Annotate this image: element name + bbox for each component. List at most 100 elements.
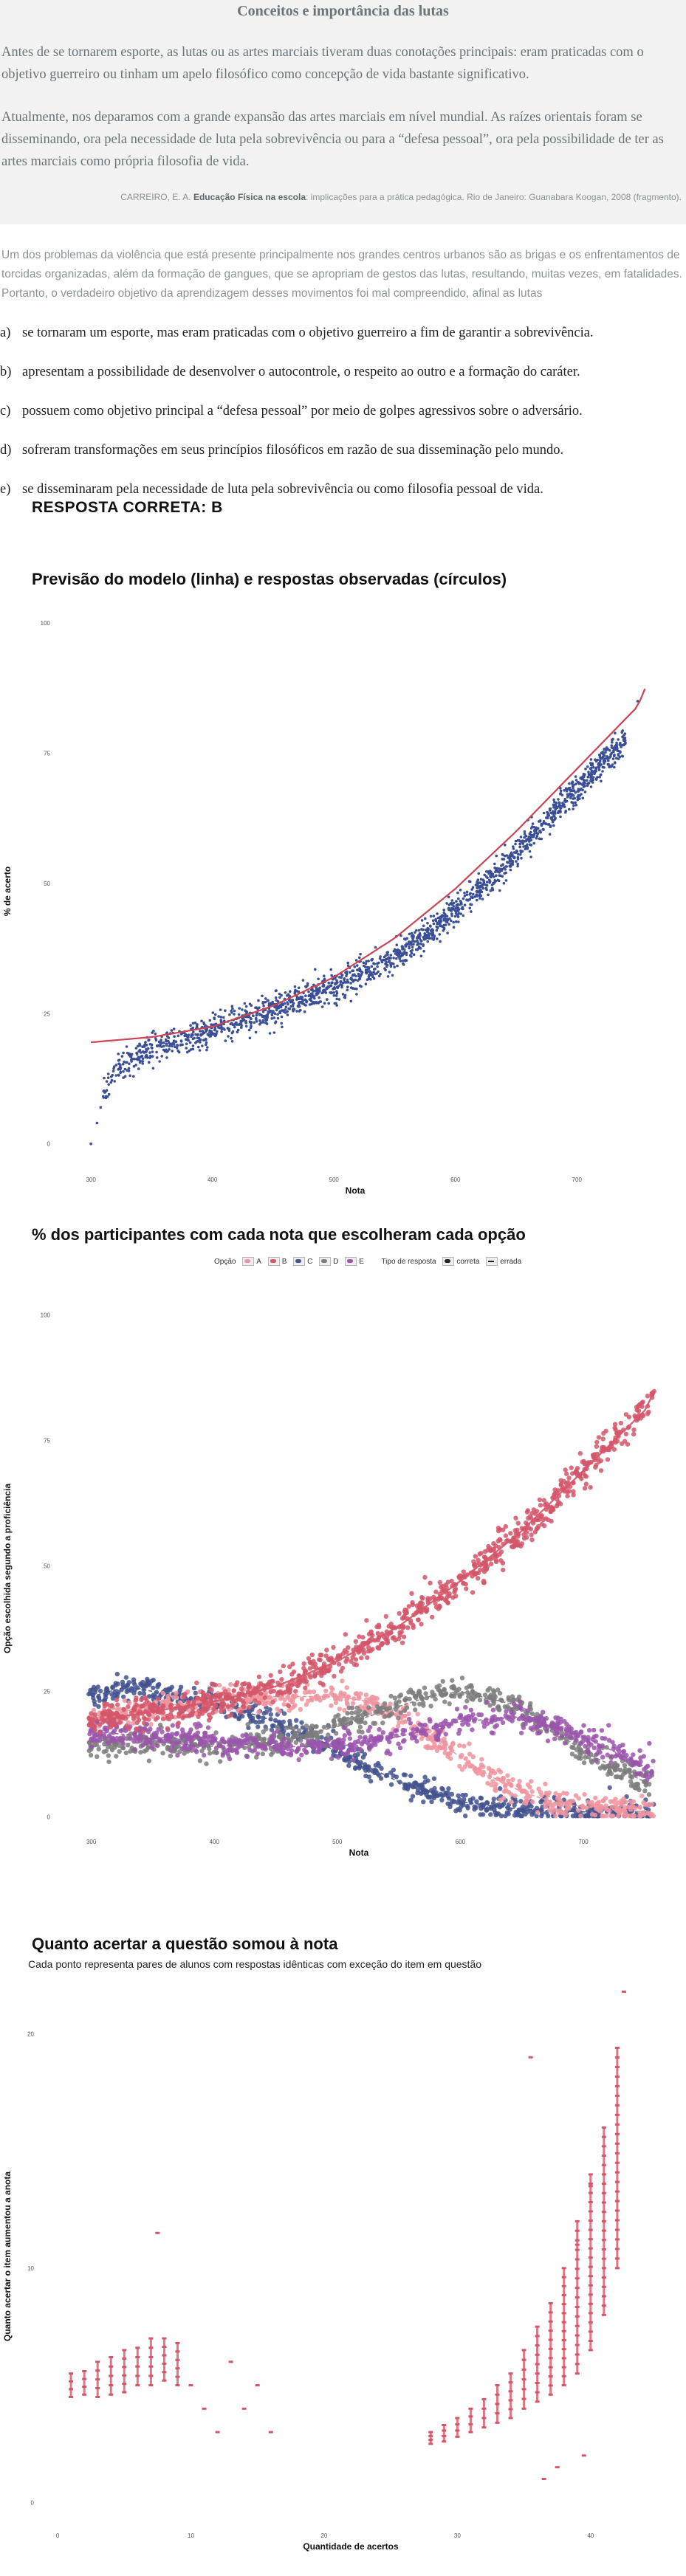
observed-point <box>479 897 481 900</box>
option-a-point <box>470 1754 476 1760</box>
option-c-point <box>357 1766 362 1771</box>
observed-point <box>325 998 329 1001</box>
option-d-point <box>307 1725 312 1731</box>
option-e-point <box>463 1716 469 1721</box>
chart1-xtick-label: 700 <box>572 1177 583 1183</box>
observed-point <box>417 947 420 950</box>
observed-point <box>281 1009 285 1012</box>
observed-point <box>501 853 504 856</box>
option-e-point <box>621 1749 627 1754</box>
option-e-point <box>597 1749 603 1755</box>
option-d-point <box>363 1720 368 1726</box>
observed-point <box>172 1027 176 1030</box>
option-a[interactable]: a) se tornaram um esporte, mas eram prati… <box>0 326 683 341</box>
observed-point <box>410 955 413 958</box>
observed-point <box>512 847 515 850</box>
observed-point <box>459 912 462 915</box>
option-a-point <box>613 1802 618 1808</box>
observed-point <box>446 931 449 934</box>
option-e-point <box>589 1742 594 1747</box>
option-a-point <box>388 1701 393 1707</box>
option-c-point <box>151 1685 156 1690</box>
option-e-point <box>414 1726 420 1732</box>
observed-point <box>606 755 608 758</box>
option-c-point <box>155 1684 160 1690</box>
observed-point <box>617 753 620 756</box>
option-e-point <box>97 1738 103 1743</box>
option-e-point <box>148 1726 153 1732</box>
observed-point <box>127 1067 131 1070</box>
observed-point <box>244 1005 248 1008</box>
option-b-point <box>349 1659 354 1664</box>
option-a-point <box>472 1766 477 1771</box>
option-e-point <box>511 1701 517 1707</box>
option-c-point <box>449 1791 455 1797</box>
observed-point <box>470 910 473 913</box>
option-a-point <box>289 1699 295 1705</box>
option-a-point <box>600 1798 606 1804</box>
observed-point <box>179 1033 183 1036</box>
option-d-point <box>96 1746 101 1752</box>
option-d-point <box>337 1718 343 1723</box>
option-c[interactable]: c) possuem como objetivo principal a “def… <box>0 404 683 419</box>
observed-point <box>490 874 494 877</box>
option-e-point <box>299 1752 304 1757</box>
option-a-point <box>309 1698 315 1703</box>
observed-point <box>292 1008 295 1010</box>
option-e-point <box>252 1748 257 1753</box>
observed-point <box>275 989 278 992</box>
observed-point <box>171 1044 174 1048</box>
option-a-point <box>344 1685 349 1690</box>
option-a-point <box>228 1682 233 1687</box>
observed-point <box>591 776 594 779</box>
observed-point <box>323 1002 326 1005</box>
option-a-point <box>596 1807 601 1813</box>
option-a-point <box>594 1802 600 1808</box>
option-d-point <box>260 1751 265 1757</box>
observed-point <box>323 977 326 981</box>
observed-point <box>156 1044 159 1047</box>
option-b-point <box>303 1685 308 1691</box>
observed-point <box>552 804 555 807</box>
observed-point <box>254 1030 258 1034</box>
option-d[interactable]: d) sofreram transformações em seus princí… <box>0 443 683 458</box>
option-e-point <box>574 1738 579 1743</box>
observed-point <box>558 810 561 814</box>
option-c-point <box>299 1720 304 1725</box>
observed-point <box>598 760 602 763</box>
option-a-point <box>186 1708 192 1713</box>
option-d-point <box>353 1709 359 1715</box>
observed-point <box>195 1026 199 1030</box>
observed-point <box>468 893 471 896</box>
observed-point <box>335 994 338 997</box>
observed-point <box>540 837 543 841</box>
option-c-point <box>253 1703 258 1708</box>
observed-point <box>331 981 334 984</box>
option-b[interactable]: b) apresentam a possibilidade de desenvol… <box>0 365 683 380</box>
observed-point <box>617 738 620 741</box>
option-e-point <box>591 1734 597 1740</box>
option-e-point <box>603 1736 608 1741</box>
option-e[interactable]: e) se disseminaram pela necessidade de lu… <box>0 482 683 497</box>
observed-point <box>608 755 611 759</box>
option-b-point <box>190 1706 196 1711</box>
option-d-point <box>576 1755 581 1761</box>
observed-point <box>393 965 396 968</box>
observed-point <box>259 1021 263 1024</box>
observed-point <box>419 954 423 958</box>
option-e-point <box>205 1725 211 1730</box>
observed-point <box>360 973 363 976</box>
option-c-point <box>480 1812 486 1817</box>
option-a-point <box>246 1698 251 1704</box>
option-e-point <box>617 1743 622 1749</box>
observed-point <box>177 1050 181 1054</box>
observed-point <box>574 803 578 807</box>
legend-key-wrong <box>486 1257 498 1266</box>
option-e-point <box>318 1740 323 1746</box>
observed-point <box>173 1035 176 1038</box>
option-e-point <box>599 1728 605 1733</box>
option-a-point <box>374 1696 380 1701</box>
observed-point <box>213 1027 217 1030</box>
option-e-point <box>408 1721 413 1726</box>
option-d-point <box>469 1684 474 1690</box>
